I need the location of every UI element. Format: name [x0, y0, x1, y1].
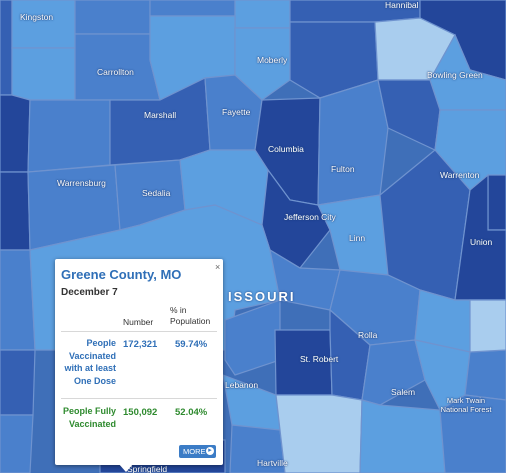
place-label-hartville: Hartville: [257, 458, 288, 468]
place-label-salem: Salem: [391, 387, 416, 397]
popup-title: Greene County, MO: [61, 267, 182, 282]
county[interactable]: [359, 399, 446, 473]
county[interactable]: [0, 171, 31, 251]
row-number-one-dose: 172,321: [123, 339, 158, 350]
county[interactable]: [229, 424, 286, 473]
place-label-linn: Linn: [349, 233, 366, 243]
county-info-popup: × Greene County, MO December 7 Number % …: [55, 259, 223, 465]
county[interactable]: [361, 339, 426, 406]
state-label: ISSOURI: [228, 289, 296, 304]
row-percent-fully-vaccinated: 52.04%: [175, 407, 208, 418]
county[interactable]: [275, 394, 363, 473]
county[interactable]: [469, 299, 506, 353]
more-button[interactable]: MORE ▸: [179, 445, 216, 458]
place-label-marshall: Marshall: [144, 110, 177, 120]
place-label-carrollton: Carrollton: [97, 67, 134, 77]
place-label-jefferson-city: Jefferson City: [284, 212, 336, 222]
row-divider: [61, 398, 217, 399]
place-label-fayette: Fayette: [222, 107, 251, 117]
county[interactable]: [0, 414, 34, 473]
row-label-fully-vaccinated: People Fully Vaccinated: [62, 406, 116, 429]
county[interactable]: [0, 94, 31, 173]
arrow-right-icon: ▸: [206, 447, 214, 455]
place-label-warrenton: Warrenton: [440, 170, 480, 180]
place-label-warrensburg: Warrensburg: [57, 178, 106, 188]
county[interactable]: [464, 349, 506, 401]
county[interactable]: [224, 299, 281, 376]
column-header-number: Number: [123, 317, 154, 327]
county[interactable]: [11, 0, 76, 49]
column-header-percent: % in Population: [170, 305, 211, 326]
place-label-fulton: Fulton: [331, 164, 355, 174]
county[interactable]: [74, 0, 151, 35]
place-label-sedalia: Sedalia: [142, 188, 171, 198]
county[interactable]: [234, 0, 291, 29]
place-label-moberly: Moberly: [257, 55, 288, 65]
county[interactable]: [27, 99, 111, 173]
county[interactable]: [0, 249, 36, 351]
county[interactable]: [0, 0, 13, 96]
row-percent-one-dose: 59.74%: [175, 339, 208, 350]
county[interactable]: [234, 27, 291, 101]
place-label-springfield: Springfield: [127, 464, 168, 473]
place-label-kingston: Kingston: [20, 12, 54, 22]
place-label-mark-twain: Mark Twain National Forest: [440, 396, 492, 414]
place-label-union: Union: [470, 237, 493, 247]
place-label-bowling-green: Bowling Green: [427, 70, 483, 80]
county[interactable]: [11, 47, 76, 101]
county[interactable]: [149, 0, 236, 17]
close-icon[interactable]: ×: [215, 262, 221, 272]
county[interactable]: [439, 394, 506, 473]
row-label-one-dose: People Vaccinated with at least One Dose: [64, 338, 116, 386]
place-label-columbia: Columbia: [268, 144, 304, 154]
header-divider: [61, 331, 217, 332]
more-button-label: MORE: [183, 447, 206, 456]
row-number-fully-vaccinated: 150,092: [123, 407, 158, 418]
county[interactable]: [317, 79, 389, 206]
popup-pointer: [118, 463, 134, 472]
place-label-hannibal: Hannibal: [385, 0, 419, 10]
place-label-lebanon: Lebanon: [225, 380, 259, 390]
county[interactable]: [487, 174, 506, 231]
place-label-rolla: Rolla: [358, 330, 378, 340]
county[interactable]: [0, 349, 36, 416]
place-label-st-robert: St. Robert: [300, 354, 339, 364]
popup-date: December 7: [61, 287, 118, 298]
